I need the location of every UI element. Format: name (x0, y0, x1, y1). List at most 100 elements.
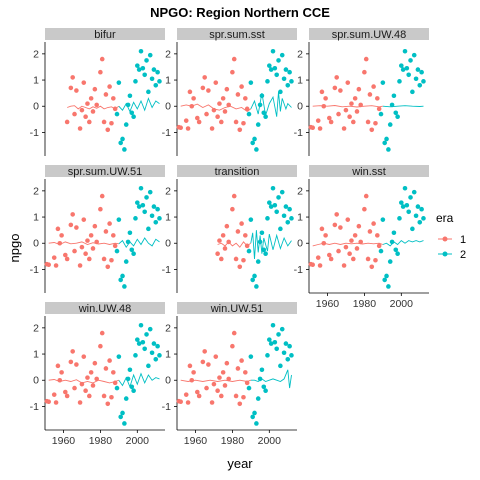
data-point-era-1 (111, 96, 116, 101)
data-point-era-1 (64, 393, 70, 399)
data-point-era-1 (85, 101, 90, 106)
data-point-era-1 (363, 56, 369, 62)
data-point-era-2 (255, 259, 261, 264)
data-point-era-1 (109, 120, 114, 126)
data-point-era-1 (90, 246, 96, 251)
fit-line-era-1 (312, 242, 383, 247)
data-point-era-2 (400, 67, 406, 72)
data-point-era-1 (239, 84, 244, 89)
data-point-era-1 (83, 251, 88, 257)
fit-line-era-1 (67, 105, 120, 110)
data-point-era-2 (138, 322, 144, 328)
data-point-era-1 (209, 400, 215, 405)
data-point-era-1 (362, 206, 367, 212)
data-point-era-2 (276, 195, 281, 200)
data-point-era-1 (367, 229, 373, 234)
data-point-era-2 (142, 72, 147, 78)
data-point-era-1 (319, 89, 325, 95)
data-point-era-2 (129, 247, 135, 253)
data-point-era-1 (317, 126, 323, 131)
facet-strip-label: win.UW.51 (210, 303, 264, 315)
data-point-era-1 (191, 96, 196, 101)
data-point-era-1 (375, 233, 380, 238)
legend: era 1 2 (436, 211, 466, 261)
data-point-era-2 (153, 82, 159, 88)
data-point-era-1 (63, 389, 68, 395)
data-point-era-2 (270, 322, 276, 328)
data-point-era-1 (70, 349, 75, 354)
x-tick-label: 2000 (390, 298, 414, 310)
data-point-era-2 (122, 421, 127, 426)
data-point-era-1 (217, 375, 222, 380)
data-point-era-1 (354, 109, 360, 114)
data-point-era-1 (224, 223, 230, 229)
data-point-era-2 (270, 185, 276, 191)
data-point-era-1 (222, 246, 228, 251)
legend-label-era-2: 2 (460, 249, 466, 261)
data-point-era-1 (237, 127, 243, 133)
data-point-era-1 (101, 119, 107, 125)
x-tick-label: 1980 (89, 435, 113, 447)
data-point-era-1 (243, 370, 248, 375)
data-point-era-1 (241, 257, 246, 263)
data-point-era-1 (315, 255, 321, 260)
x-tick-label: 1980 (221, 435, 245, 447)
data-point-era-1 (373, 120, 378, 126)
data-point-era-1 (99, 193, 105, 199)
data-point-era-2 (246, 385, 252, 391)
data-point-era-2 (255, 122, 261, 127)
data-point-era-2 (274, 72, 279, 78)
y-tick-label: 2 (165, 185, 171, 197)
data-point-era-2 (151, 204, 157, 209)
data-point-era-2 (257, 239, 263, 245)
data-point-era-2 (135, 63, 140, 68)
data-point-era-1 (219, 256, 224, 262)
data-point-era-2 (406, 209, 411, 215)
data-point-era-1 (231, 193, 237, 199)
data-point-era-1 (375, 96, 380, 101)
facet-panel-7: win.UW.48 -1 0 1 2 1960 1980 2000 (30, 302, 165, 447)
data-point-era-1 (185, 126, 191, 131)
data-point-era-1 (332, 222, 338, 228)
data-point-era-1 (87, 256, 92, 262)
data-point-era-1 (81, 354, 87, 359)
data-point-era-1 (85, 238, 90, 243)
data-point-era-2 (397, 216, 402, 221)
data-point-era-2 (123, 122, 129, 127)
data-point-era-2 (254, 421, 259, 426)
data-point-era-2 (283, 341, 289, 346)
data-point-era-1 (183, 118, 189, 123)
y-axis-label: npgo (7, 234, 22, 263)
data-point-era-1 (68, 222, 74, 228)
data-point-era-1 (241, 394, 246, 400)
data-point-era-2 (114, 385, 120, 391)
data-point-era-2 (129, 110, 135, 116)
data-point-era-1 (237, 401, 243, 407)
data-point-era-1 (51, 392, 57, 397)
data-point-era-1 (209, 126, 215, 131)
data-point-era-2 (153, 356, 159, 362)
y-tick-label: 2 (33, 48, 39, 60)
data-point-era-2 (147, 189, 153, 195)
data-point-era-2 (263, 114, 268, 120)
data-point-era-2 (387, 259, 393, 264)
data-point-era-1 (64, 119, 70, 125)
data-point-era-1 (77, 126, 83, 131)
data-point-era-2 (279, 189, 285, 195)
data-point-era-2 (120, 273, 125, 279)
data-point-era-2 (146, 363, 151, 369)
chart-title: NPGO: Region Northern CCE (150, 5, 330, 20)
data-point-era-2 (410, 89, 415, 95)
data-point-era-2 (378, 248, 384, 254)
data-point-era-1 (187, 89, 193, 95)
data-point-era-1 (334, 212, 339, 217)
data-point-era-2 (133, 79, 138, 84)
data-point-era-2 (415, 67, 421, 72)
data-point-era-1 (68, 85, 74, 91)
data-point-era-1 (230, 343, 235, 349)
data-point-era-1 (334, 75, 339, 80)
data-point-era-2 (419, 69, 424, 75)
data-point-era-1 (101, 393, 107, 399)
data-point-era-1 (88, 233, 94, 238)
data-point-era-2 (411, 52, 417, 58)
